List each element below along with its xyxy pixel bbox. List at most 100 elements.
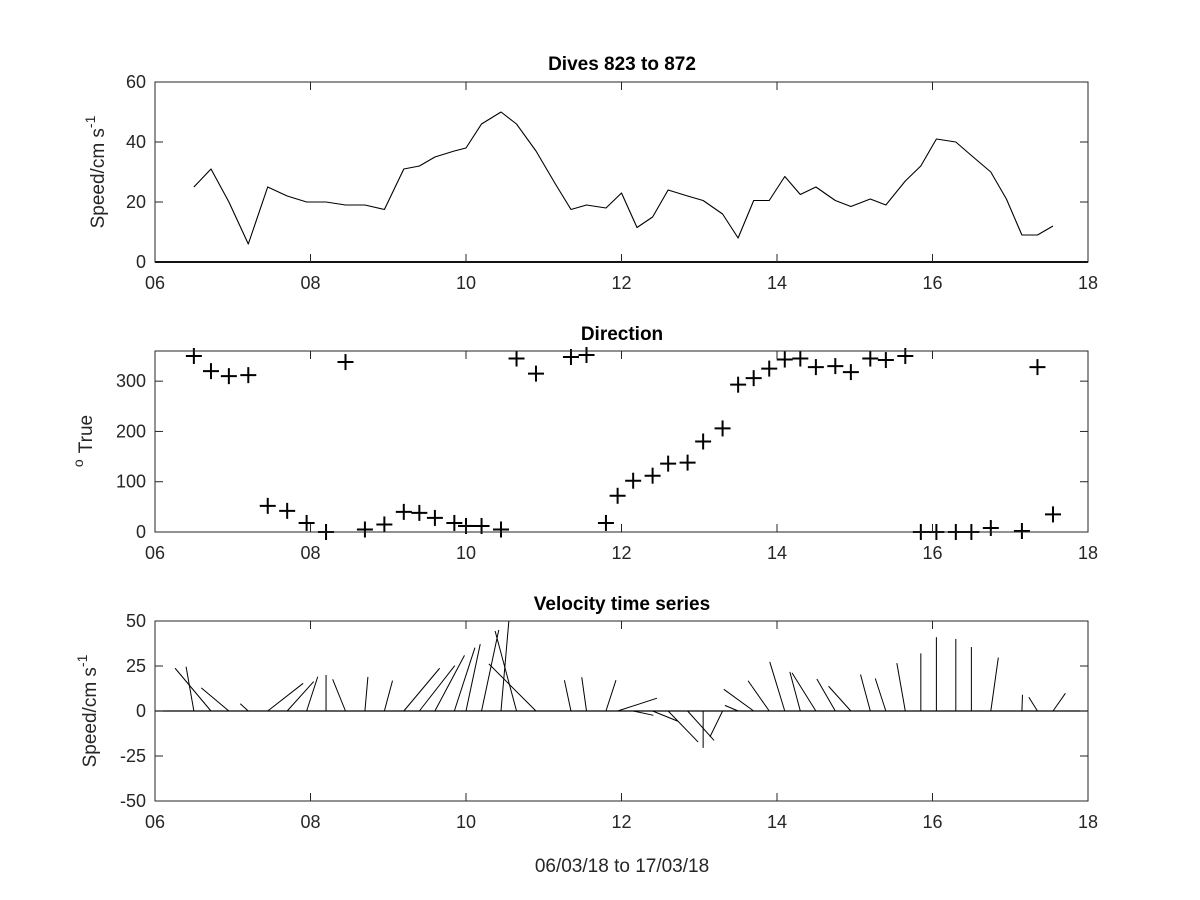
direction-marker [679, 454, 696, 471]
speed-x-tick-label: 12 [611, 273, 631, 293]
direction-marker [761, 360, 778, 377]
direction-x-tick-label: 14 [767, 543, 787, 563]
direction-marker [492, 521, 509, 538]
velocity-stick [990, 657, 999, 712]
speed-ylabel-text: Speed/cm s [88, 128, 109, 228]
direction-marker [220, 368, 237, 385]
direction-x-tick-label: 06 [145, 543, 165, 563]
figure-xlabel: 06/03/18 to 17/03/18 [535, 856, 709, 877]
speed-ylabel-exponent: -1 [82, 115, 98, 128]
velocity-stick [332, 679, 346, 712]
velocity-x-tick-label: 08 [300, 812, 320, 832]
velocity-stick [1052, 693, 1066, 712]
velocity-x-tick-label: 18 [1078, 812, 1098, 832]
direction-marker [597, 514, 614, 531]
velocity-stick [383, 680, 393, 712]
direction-marker [259, 497, 276, 514]
velocity-stick [828, 685, 852, 712]
velocity-y-tick-label: -50 [120, 791, 146, 811]
direction-x-tick-label: 08 [300, 543, 320, 563]
velocity-stick [667, 710, 699, 743]
velocity-stick [860, 674, 871, 712]
speed-x-tick-label: 18 [1078, 273, 1098, 293]
velocity-stick [709, 710, 724, 738]
direction-marker [279, 502, 296, 519]
direction-marker [695, 433, 712, 450]
velocity-x-tick-label: 16 [922, 812, 942, 832]
velocity-stick [563, 680, 572, 712]
velocity-stick [306, 676, 319, 712]
velocity-stick [687, 710, 715, 741]
direction-marker [527, 365, 544, 382]
speed-x-tick-label: 10 [456, 273, 476, 293]
direction-marker [644, 467, 661, 484]
velocity-ticks: 06 08 10 12 14 16 18 -50 -25 0 25 50 [120, 611, 1098, 832]
speed-x-tick-label: 14 [767, 273, 787, 293]
velocity-x-tick-label: 12 [611, 812, 631, 832]
velocity-y-tick-label: 0 [136, 701, 146, 721]
direction-marker [807, 359, 824, 376]
direction-y-tick-label: 200 [116, 421, 146, 441]
direction-marker [578, 347, 595, 364]
velocity-y-tick-label: -25 [120, 746, 146, 766]
velocity-stick [874, 678, 887, 712]
velocity-x-tick-label: 14 [767, 812, 787, 832]
direction-marker [1029, 359, 1046, 376]
velocity-stick [174, 667, 212, 712]
velocity-stick [617, 697, 658, 712]
direction-x-tick-label: 18 [1078, 543, 1098, 563]
direction-marker [877, 352, 894, 369]
velocity-x-tick-label: 10 [456, 812, 476, 832]
velocity-stick [789, 671, 801, 712]
speed-ylabel: Speed/cm s-1 [82, 115, 109, 228]
velocity-stick [481, 629, 500, 712]
velocity-stick [633, 710, 654, 716]
direction-marker [862, 350, 879, 367]
direction-marker [426, 509, 443, 526]
velocity-stick [453, 647, 476, 712]
speed-panel: Dives 823 to 872 06 08 10 12 14 16 18 0 20 40 60 S… [82, 54, 1098, 293]
velocity-stick [418, 665, 456, 712]
velocity-stick [896, 663, 906, 712]
direction-x-tick-label: 12 [611, 543, 631, 563]
direction-marker [776, 351, 793, 368]
direction-y-tick-label: 300 [116, 371, 146, 391]
velocity-stick [723, 688, 754, 712]
direction-ylabel-text: True [76, 415, 97, 453]
velocity-stick [465, 643, 481, 712]
velocity-ylabel-text: Speed/cm s [80, 667, 101, 767]
direction-marker [508, 350, 525, 367]
direction-marker [625, 472, 642, 489]
velocity-stick [185, 666, 195, 712]
direction-y-tick-label: 0 [136, 522, 146, 542]
direction-ylabel: o True [70, 415, 97, 467]
velocity-stick [581, 677, 588, 712]
velocity-stick [652, 710, 678, 722]
velocity-y-tick-label: 50 [126, 611, 146, 631]
direction-marker [411, 504, 428, 521]
speed-y-tick-label: 40 [126, 132, 146, 152]
speed-panel-title: Dives 823 to 872 [548, 54, 696, 75]
velocity-stick [286, 681, 315, 712]
velocity-stick [267, 682, 304, 712]
velocity-ylabel-exponent: -1 [74, 654, 90, 667]
velocity-stick [364, 676, 369, 712]
direction-marker [473, 517, 490, 534]
direction-marker [745, 370, 762, 387]
direction-marker [562, 349, 579, 366]
direction-marker [298, 514, 315, 531]
speed-y-tick-label: 0 [136, 252, 146, 272]
direction-marker [982, 519, 999, 536]
direction-panel: Direction 06 08 10 12 14 16 18 0 100 200 300 o True [70, 324, 1098, 563]
velocity-stick [747, 680, 770, 712]
direction-marker [1013, 522, 1030, 539]
direction-marker [395, 503, 412, 520]
velocity-panel-title: Velocity time series [534, 594, 710, 615]
direction-marker [730, 376, 747, 393]
speed-y-tick-label: 20 [126, 192, 146, 212]
velocity-stick [494, 630, 518, 712]
velocity-stick [239, 703, 249, 712]
speed-series-line [193, 111, 1054, 245]
speed-ticks: 06 08 10 12 14 16 18 0 20 40 60 [126, 72, 1098, 293]
